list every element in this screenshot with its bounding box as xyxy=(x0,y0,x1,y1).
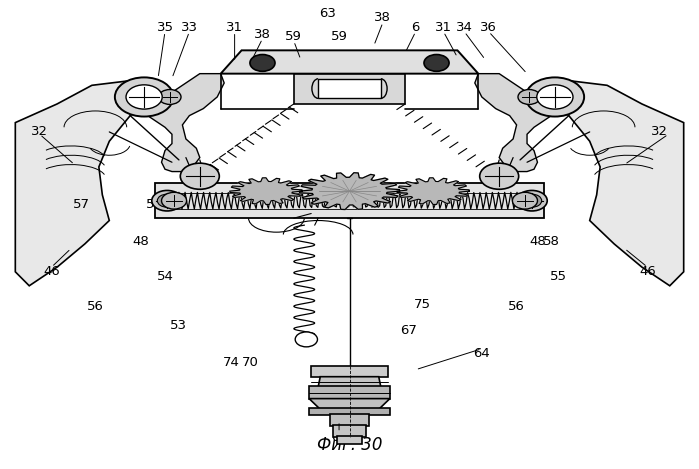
Bar xyxy=(333,425,366,437)
Text: 56: 56 xyxy=(508,300,525,313)
Polygon shape xyxy=(147,74,224,172)
Text: 66: 66 xyxy=(331,431,347,444)
Text: 54: 54 xyxy=(157,270,173,283)
Polygon shape xyxy=(15,81,158,286)
Circle shape xyxy=(518,90,540,105)
Circle shape xyxy=(424,54,449,71)
Circle shape xyxy=(526,77,584,116)
Polygon shape xyxy=(397,178,469,204)
Text: 70: 70 xyxy=(242,356,259,369)
Polygon shape xyxy=(318,377,381,387)
Bar xyxy=(337,436,362,444)
Circle shape xyxy=(126,85,162,109)
Text: 64: 64 xyxy=(473,347,490,360)
Polygon shape xyxy=(309,399,390,409)
Circle shape xyxy=(537,85,573,109)
Polygon shape xyxy=(221,50,478,74)
Text: 53: 53 xyxy=(171,319,187,332)
Text: 63: 63 xyxy=(319,7,336,20)
Text: 38: 38 xyxy=(375,11,391,24)
Circle shape xyxy=(517,190,547,211)
Bar xyxy=(330,415,369,426)
Text: 31: 31 xyxy=(435,21,452,33)
Text: Фиг. 30: Фиг. 30 xyxy=(317,436,382,454)
Text: 48: 48 xyxy=(132,235,149,248)
Text: 75: 75 xyxy=(414,298,431,311)
Bar xyxy=(294,74,405,104)
Circle shape xyxy=(152,190,182,211)
Polygon shape xyxy=(230,178,302,204)
Text: 35: 35 xyxy=(157,21,173,33)
Circle shape xyxy=(157,194,177,207)
Text: 58: 58 xyxy=(543,235,560,248)
Circle shape xyxy=(522,194,542,207)
Circle shape xyxy=(250,54,275,71)
Polygon shape xyxy=(475,74,552,172)
Bar xyxy=(154,183,545,218)
Text: 59: 59 xyxy=(331,30,347,43)
Text: 33: 33 xyxy=(181,21,198,33)
Text: 38: 38 xyxy=(254,28,271,40)
Text: 46: 46 xyxy=(639,265,656,278)
Text: 46: 46 xyxy=(43,265,60,278)
Polygon shape xyxy=(541,81,684,286)
Text: 31: 31 xyxy=(226,21,243,33)
Text: 48: 48 xyxy=(529,235,546,248)
Text: 57: 57 xyxy=(73,198,90,211)
Text: 55: 55 xyxy=(550,270,567,283)
Text: 36: 36 xyxy=(480,21,497,33)
Text: 56: 56 xyxy=(87,300,104,313)
Text: 34: 34 xyxy=(456,21,473,33)
Text: 74: 74 xyxy=(223,356,240,369)
Text: 32: 32 xyxy=(31,125,48,138)
Text: 32: 32 xyxy=(651,125,668,138)
Bar xyxy=(309,386,390,399)
Bar xyxy=(309,408,390,416)
Text: 52: 52 xyxy=(519,198,535,211)
Circle shape xyxy=(480,163,519,189)
Circle shape xyxy=(295,332,317,347)
Circle shape xyxy=(115,77,173,116)
Circle shape xyxy=(512,192,538,209)
Bar xyxy=(311,366,388,377)
Text: 67: 67 xyxy=(401,324,417,337)
Text: 6: 6 xyxy=(412,21,420,33)
Polygon shape xyxy=(299,173,400,210)
Text: 59: 59 xyxy=(285,30,302,43)
Circle shape xyxy=(161,192,187,209)
Bar xyxy=(318,79,381,98)
Circle shape xyxy=(159,90,181,105)
Text: 51: 51 xyxy=(146,198,163,211)
Circle shape xyxy=(180,163,219,189)
